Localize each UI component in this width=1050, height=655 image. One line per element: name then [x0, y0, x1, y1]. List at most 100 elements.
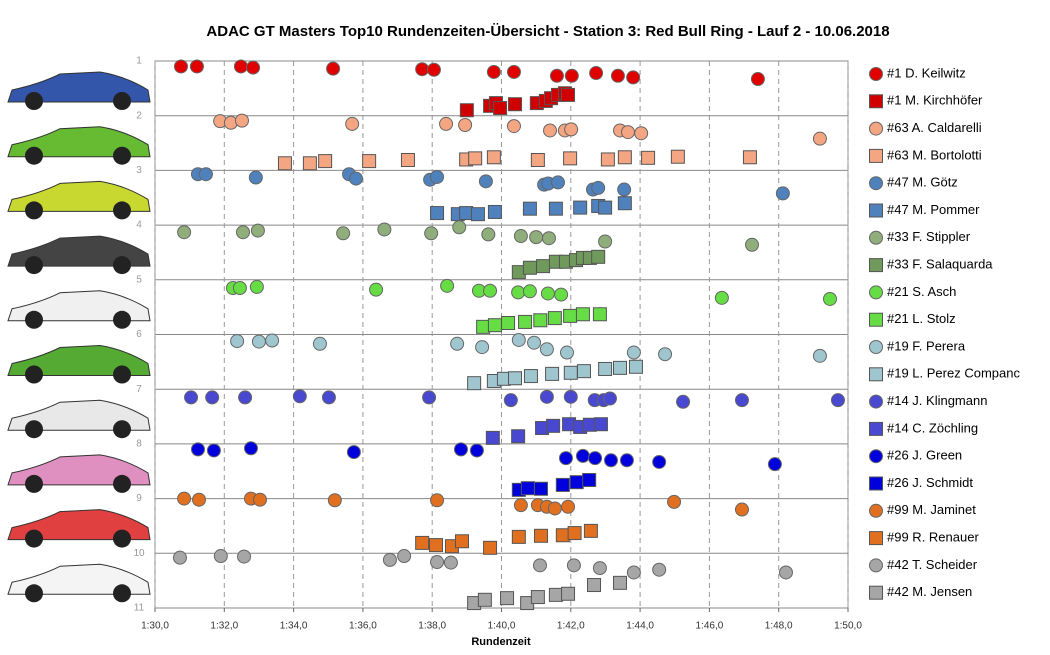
data-point: [213, 549, 228, 564]
data-point: [500, 591, 515, 606]
data-point: [487, 318, 502, 333]
data-point: [277, 156, 292, 171]
data-point: [564, 122, 579, 137]
data-point: [536, 259, 551, 274]
data-point: [658, 347, 673, 362]
data-point: [564, 68, 579, 83]
car-wheel: [25, 584, 43, 603]
data-point: [561, 499, 576, 514]
data-point: [563, 308, 578, 323]
data-point: [503, 393, 518, 408]
data-point: [734, 502, 749, 517]
data-point: [575, 448, 590, 463]
data-point: [778, 565, 793, 580]
legend-marker: [869, 340, 883, 354]
car-wheel: [113, 310, 131, 329]
data-point: [237, 549, 252, 564]
data-point: [555, 528, 570, 543]
car-wheel: [25, 474, 43, 493]
x-tick-label: 1:44,0: [626, 621, 654, 632]
data-point: [548, 201, 563, 216]
y-tick-label: 2: [136, 110, 142, 121]
data-point: [443, 555, 458, 570]
legend-entry: #14 J. Klingmann: [869, 393, 987, 409]
data-point: [602, 391, 617, 406]
data-point: [468, 151, 483, 166]
data-point: [613, 575, 628, 590]
x-tick-label: 1:34,0: [280, 621, 308, 632]
data-point: [598, 234, 613, 249]
data-point: [511, 332, 526, 347]
legend-entry: #63 M. Bortolotti: [869, 147, 982, 163]
data-point: [563, 365, 578, 380]
legend-label: #19 F. Perera: [887, 338, 966, 353]
x-tick-label: 1:48,0: [765, 621, 793, 632]
data-point: [206, 443, 221, 458]
legend-marker: [869, 394, 883, 409]
legend-label: #14 C. Zöchling: [887, 420, 978, 435]
data-point: [613, 360, 628, 375]
data-point: [369, 282, 384, 297]
legend-entry: #42 M. Jensen: [869, 584, 972, 600]
data-point: [734, 393, 749, 408]
data-point: [527, 335, 542, 350]
legend-entry: #26 J. Green: [869, 448, 962, 464]
data-point: [583, 523, 598, 538]
data-point: [459, 206, 474, 221]
data-point: [742, 150, 757, 165]
legend-entry: #99 M. Jaminet: [869, 502, 976, 518]
data-point: [485, 430, 500, 445]
data-point: [476, 319, 491, 334]
data-point: [450, 336, 465, 351]
data-point: [676, 394, 691, 409]
legend-label: #14 J. Klingmann: [887, 393, 987, 408]
data-point: [400, 153, 415, 168]
legend-label: #99 M. Jaminet: [887, 502, 976, 517]
data-point: [539, 389, 554, 404]
data-point: [513, 498, 528, 513]
data-point: [563, 151, 578, 166]
x-tick-label: 1:50,0: [834, 621, 862, 632]
car-body: [7, 71, 151, 103]
legend-label: #19 L. Perez Companc: [887, 366, 1020, 381]
data-point: [523, 369, 538, 384]
data-point: [617, 150, 632, 165]
data-point: [459, 103, 474, 118]
legend-entry: #47 M. Pommer: [869, 202, 980, 218]
legend-label: #47 M. Götz: [887, 175, 958, 190]
data-point: [547, 311, 562, 326]
car-wheel: [113, 474, 131, 493]
data-point: [598, 200, 613, 215]
data-point: [576, 364, 591, 379]
data-point: [539, 342, 554, 357]
car-wheel: [25, 201, 43, 220]
data-point: [559, 345, 574, 360]
data-point: [558, 451, 573, 466]
data-point: [812, 131, 827, 146]
legend-entry: #19 L. Perez Companc: [869, 366, 1020, 382]
data-point: [233, 59, 248, 74]
data-point: [626, 565, 641, 580]
data-point: [246, 60, 261, 75]
legend-marker: [869, 531, 883, 546]
data-point: [547, 501, 562, 516]
data-point: [426, 62, 441, 77]
car-wheel: [25, 420, 43, 439]
legend-entry: #47 M. Götz: [869, 175, 958, 191]
data-point: [184, 390, 199, 405]
data-point: [561, 586, 576, 601]
y-tick-label: 9: [136, 493, 142, 504]
data-point: [251, 334, 266, 349]
data-point: [530, 153, 545, 168]
data-point: [591, 249, 606, 264]
data-point: [533, 313, 548, 328]
data-point: [548, 587, 563, 602]
data-point: [591, 180, 606, 195]
legend-label: #33 F. Salaquarda: [887, 257, 993, 272]
car-wheel: [25, 310, 43, 329]
data-point: [232, 281, 247, 296]
legend-marker: [869, 476, 883, 491]
y-tick-label: 4: [136, 220, 142, 231]
y-tick-label: 11: [134, 603, 145, 614]
